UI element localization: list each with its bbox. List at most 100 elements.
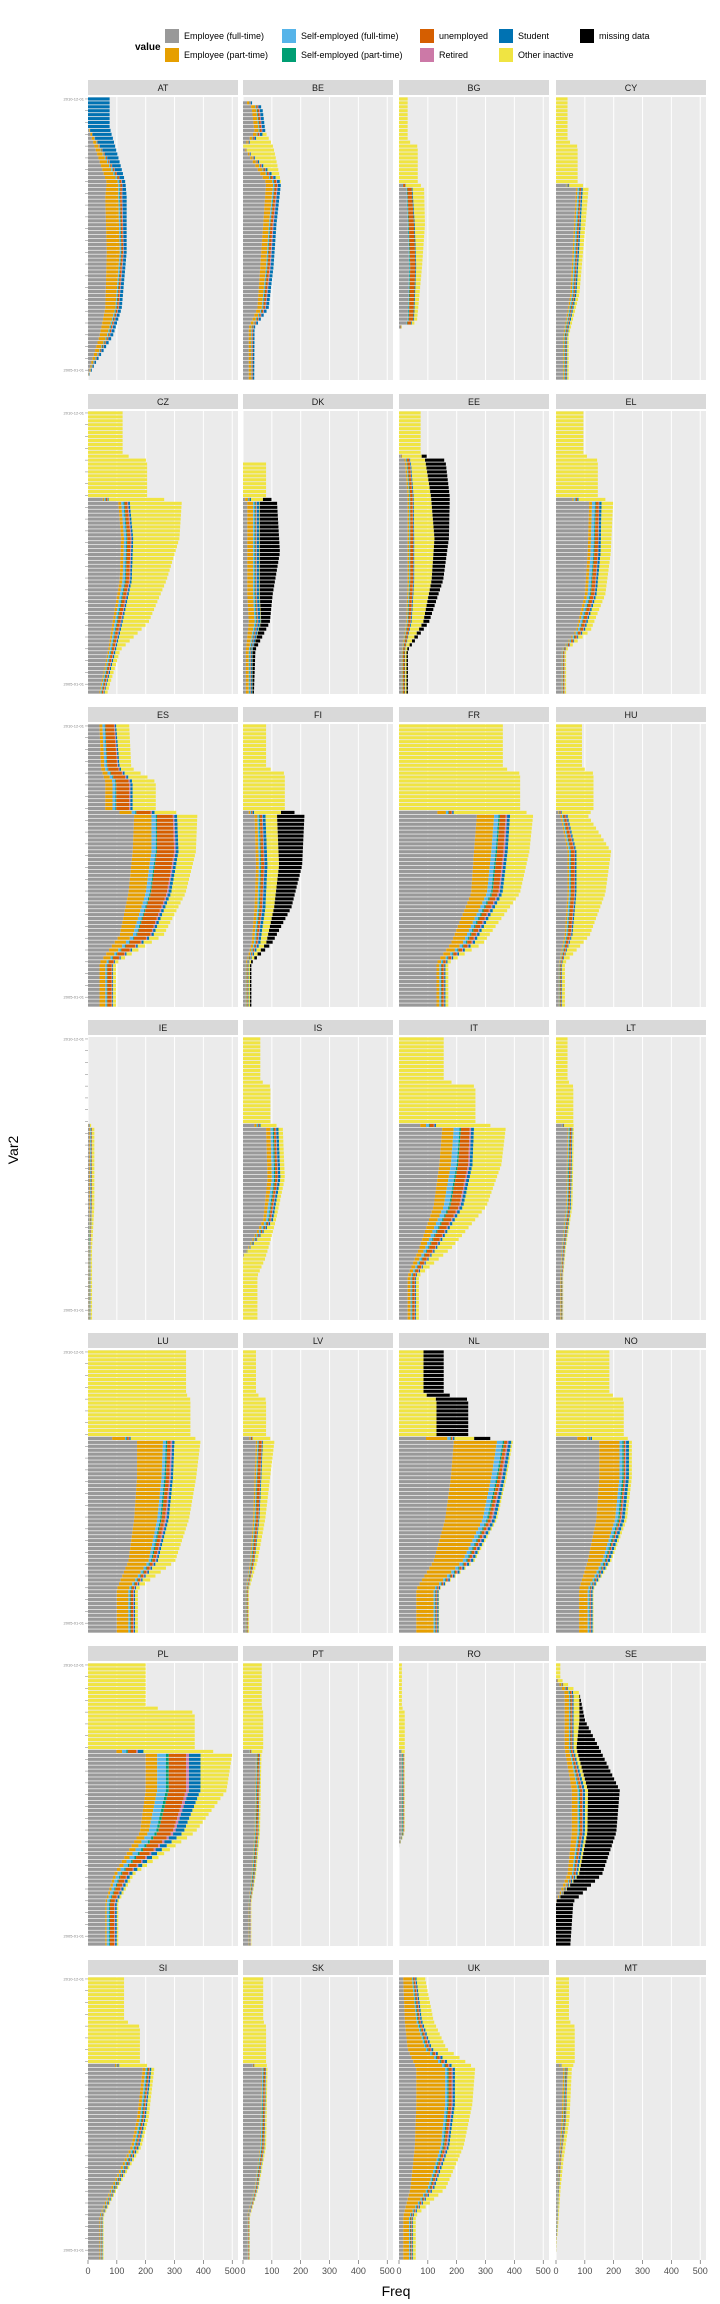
bar-segment (252, 932, 255, 936)
bar-segment (243, 556, 248, 560)
bar-segment (505, 834, 509, 838)
bar-segment (129, 936, 134, 940)
bar-segment (248, 140, 249, 144)
bar-segment (254, 136, 257, 140)
bar-segment (111, 329, 112, 333)
bar-segment (564, 360, 565, 364)
bar-segment (429, 486, 449, 490)
bar-segment (247, 956, 249, 960)
bar-segment (594, 537, 599, 541)
bar-segment (124, 944, 126, 948)
bar-segment (556, 309, 568, 313)
bar-segment (594, 529, 595, 533)
bar-segment (262, 901, 266, 905)
bar-segment (117, 936, 130, 940)
bar-segment (399, 321, 407, 325)
bar-segment (128, 509, 131, 513)
bar-segment (251, 670, 253, 674)
bar-segment (406, 690, 408, 694)
bar-segment (252, 690, 254, 694)
bar-segment (175, 846, 179, 850)
bar-segment (407, 309, 409, 313)
bar-segment (105, 674, 108, 678)
bar-segment (416, 631, 421, 635)
bar-segment (259, 548, 280, 553)
bar-segment (566, 183, 568, 188)
bar-segment (404, 639, 407, 643)
bar-segment (88, 321, 103, 325)
bar-segment (249, 647, 250, 651)
bar-segment (105, 979, 107, 984)
bar-segment (248, 607, 254, 612)
bar-segment (270, 215, 272, 219)
bar-segment (158, 920, 171, 925)
bar-segment (399, 755, 503, 759)
bar-segment (150, 854, 156, 858)
bar-segment (243, 478, 267, 482)
bar-segment (556, 356, 564, 360)
bar-segment (259, 537, 260, 541)
bar-segment (259, 556, 279, 560)
bar-segment (556, 297, 570, 301)
bar-segment (431, 497, 450, 502)
bar-segment (243, 493, 267, 498)
bar-segment (258, 873, 260, 877)
bar-segment (255, 850, 259, 854)
bar-segment (103, 678, 105, 682)
bar-segment (255, 873, 259, 877)
bar-segment (120, 278, 122, 282)
bar-segment (155, 834, 157, 838)
bar-segment (111, 968, 113, 972)
bar-segment (114, 647, 115, 651)
bar-segment (410, 537, 414, 541)
bar-segment (256, 932, 259, 936)
bar-segment (136, 932, 138, 936)
bar-segment (245, 991, 247, 995)
bar-segment (88, 246, 107, 250)
bar-segment (262, 168, 264, 172)
bar-segment (243, 517, 248, 521)
bar-segment (88, 533, 121, 537)
bar-segment (249, 987, 252, 991)
bar-segment (564, 337, 566, 341)
bar-segment (399, 258, 409, 262)
bar-segment (409, 242, 415, 246)
bar-segment (408, 619, 411, 623)
bar-segment (579, 187, 582, 191)
bar-segment (88, 415, 123, 419)
bar-segment (247, 509, 254, 513)
bar-segment (265, 278, 267, 282)
bar-segment (493, 881, 500, 885)
bar-segment (128, 588, 130, 592)
bar-segment (556, 191, 576, 195)
bar-segment (151, 830, 156, 834)
bar-segment (409, 266, 411, 270)
bar-segment (259, 846, 261, 850)
bar-segment (243, 576, 248, 580)
bar-segment (576, 274, 578, 278)
bar-segment (88, 348, 96, 353)
bar-segment (106, 682, 110, 686)
bar-segment (243, 897, 255, 901)
bar-segment (259, 517, 279, 521)
bar-segment (257, 113, 258, 117)
bar-segment (254, 513, 256, 517)
legend-label-student: Student (518, 31, 550, 41)
bar-segment (108, 767, 119, 771)
bar-segment (591, 525, 595, 529)
bar-segment (88, 799, 106, 803)
bar-segment (497, 893, 499, 897)
bar-segment (254, 944, 255, 948)
bar-segment (115, 651, 120, 655)
bar-segment (264, 861, 268, 866)
bar-segment (274, 207, 276, 211)
bar-segment (112, 317, 113, 321)
bar-segment (415, 238, 424, 243)
bar-segment (598, 513, 600, 517)
bar-segment (598, 521, 599, 525)
bar-segment (399, 537, 408, 541)
bar-segment (112, 972, 114, 976)
bar-segment (249, 666, 251, 671)
bar-segment (252, 372, 255, 376)
bar-segment (270, 219, 274, 223)
